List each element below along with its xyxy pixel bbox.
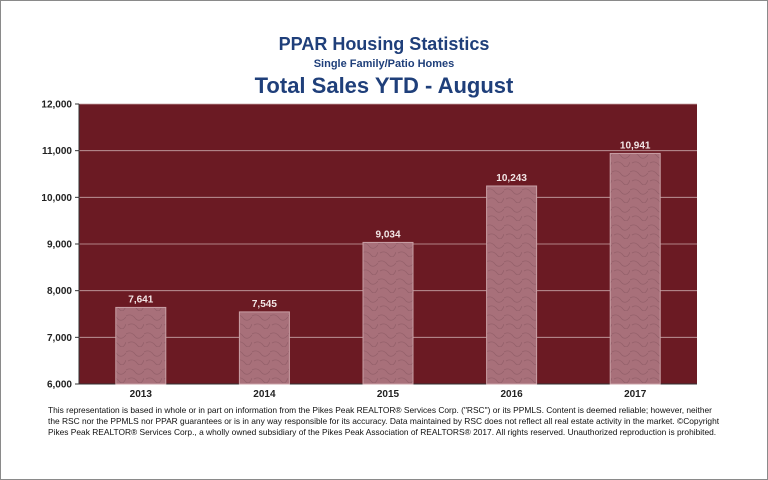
chart-heading: Total Sales YTD - August	[254, 73, 514, 98]
bar-chart: 6,000 7,000 8,000 9,000 10,000 11,000 12,000 7,…	[41, 100, 697, 400]
disclaimer-footnote: This representation is based in whole or…	[48, 405, 720, 437]
x-tick-label-2014: 2014	[253, 389, 276, 400]
data-label-2014: 7,545	[252, 299, 277, 310]
y-tick-label: 6,000	[47, 380, 72, 391]
bar-2017	[609, 152, 661, 385]
data-label-2015: 9,034	[375, 229, 400, 240]
x-tick-label-2017: 2017	[624, 389, 647, 400]
x-tick-label-2015: 2015	[377, 389, 400, 400]
chart-subtitle: Single Family/Patio Homes	[313, 58, 455, 70]
chart-title: PPAR Housing Statistics	[278, 34, 490, 54]
data-label-2016: 10,243	[496, 173, 527, 184]
y-tick-label: 10,000	[41, 193, 72, 204]
bar-2013	[115, 306, 167, 385]
bar-2016	[486, 185, 538, 385]
y-tick-label: 7,000	[47, 333, 72, 344]
y-tick-label: 9,000	[47, 240, 72, 251]
y-tick-label: 8,000	[47, 286, 72, 297]
y-tick-label: 11,000	[42, 146, 72, 157]
data-label-2013: 7,641	[128, 294, 153, 305]
x-tick-label-2013: 2013	[130, 389, 153, 400]
x-tick-label-2016: 2016	[500, 389, 523, 400]
bar-2015	[362, 241, 414, 385]
data-label-2017: 10,941	[620, 140, 651, 151]
bar-2014	[238, 311, 290, 385]
y-tick-label: 12,000	[41, 100, 72, 111]
